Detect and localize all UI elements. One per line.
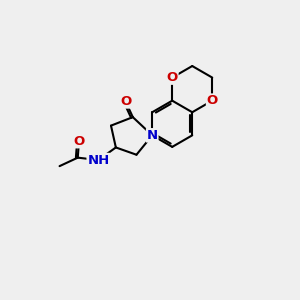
- Text: N: N: [147, 129, 158, 142]
- Text: O: O: [207, 94, 218, 107]
- Text: O: O: [167, 71, 178, 84]
- Text: O: O: [120, 95, 131, 108]
- Text: O: O: [73, 135, 85, 148]
- Text: NH: NH: [87, 154, 110, 166]
